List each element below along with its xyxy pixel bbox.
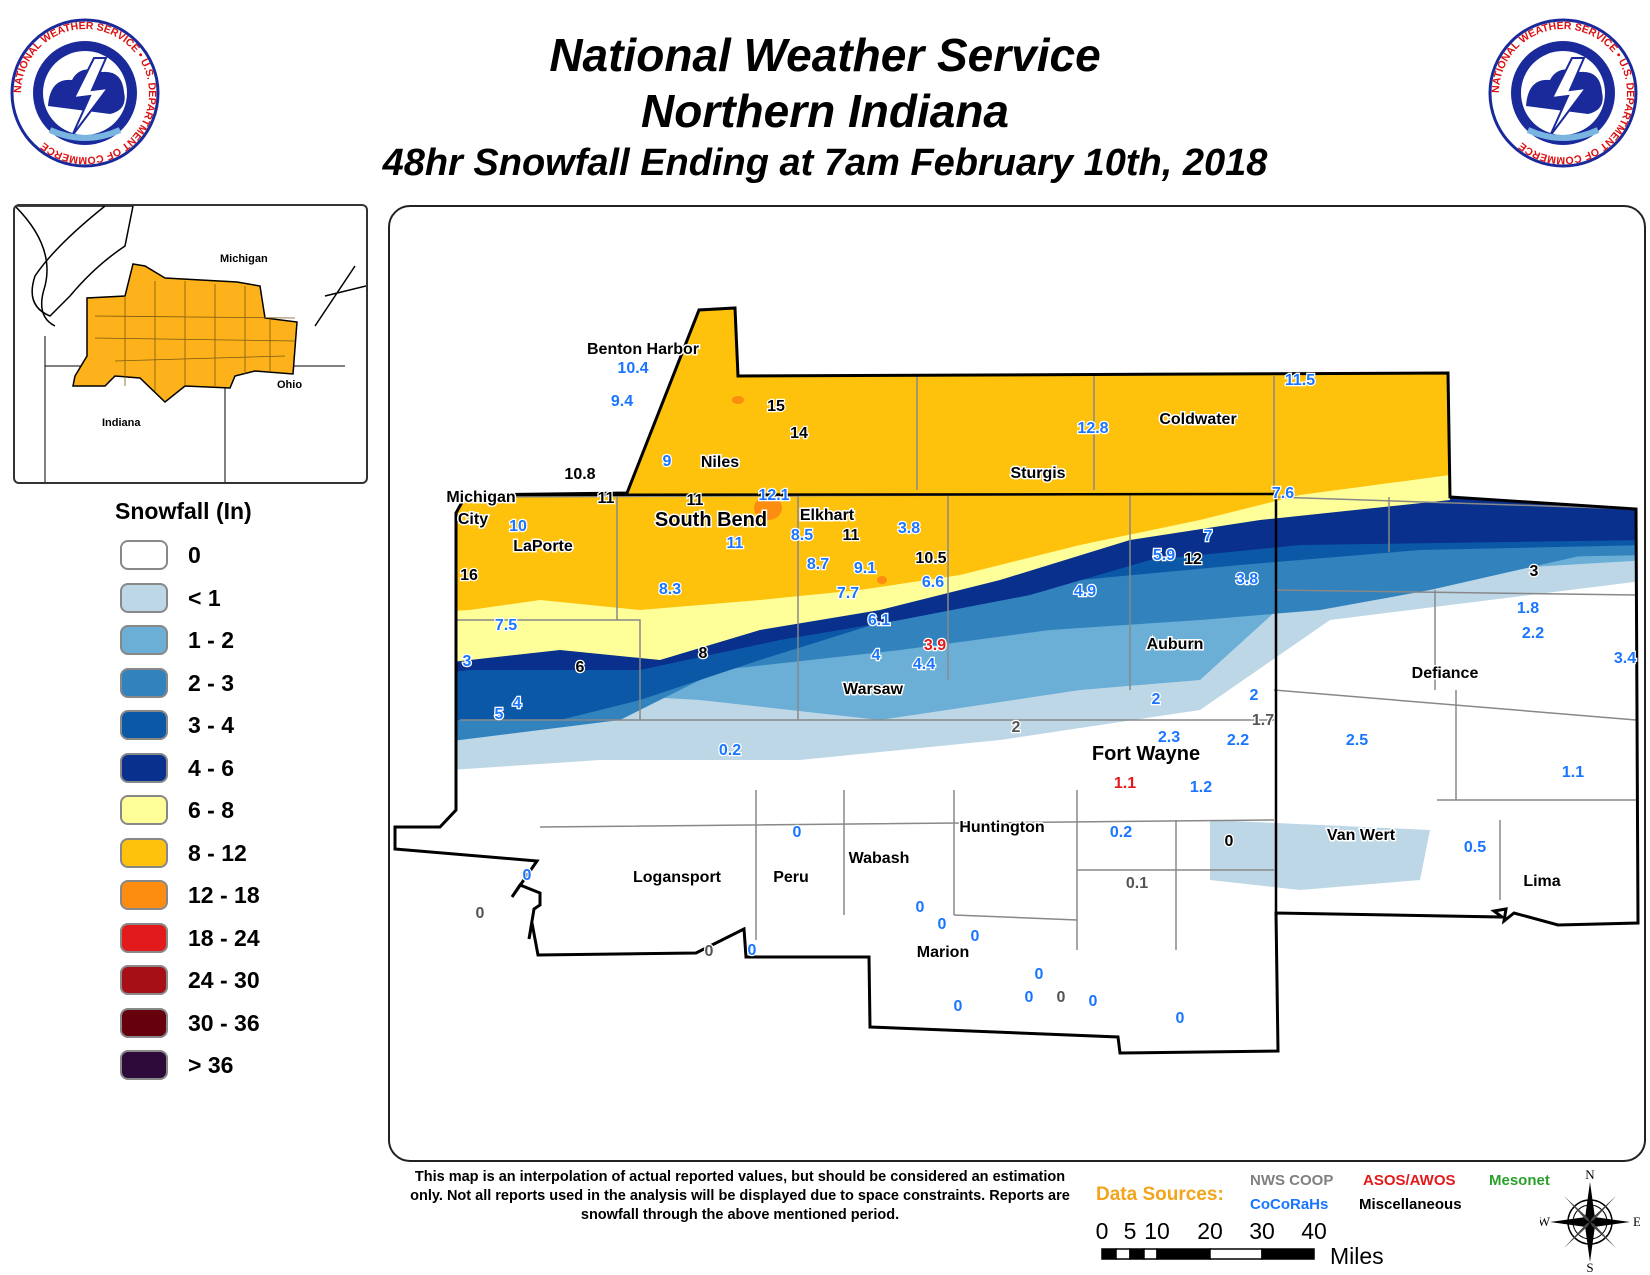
scale-tick-label: 5	[1124, 1218, 1137, 1244]
legend-label: 12 - 18	[188, 882, 260, 908]
nws-logo-left: NATIONAL WEATHER SERVICE • U.S. DEPARTME…	[10, 18, 160, 168]
inset-label-ohio: Ohio	[277, 379, 302, 391]
legend-title: Snowfall (In)	[115, 498, 252, 524]
legend-swatch	[120, 880, 168, 910]
legend-label: > 36	[188, 1052, 234, 1078]
scale-tick-label: 30	[1249, 1218, 1275, 1244]
scale-segment	[1156, 1248, 1211, 1260]
legend-swatch	[120, 837, 168, 868]
legend-swatch	[120, 625, 168, 655]
legend-swatch	[120, 1007, 168, 1038]
source-asos-awos: ASOS/AWOS	[1363, 1172, 1456, 1189]
legend-label: 24 - 30	[188, 967, 260, 993]
scale-segment	[1101, 1248, 1117, 1260]
legend-swatch	[120, 667, 168, 698]
legend-label: 18 - 24	[188, 924, 260, 951]
title-line-2: Northern Indiana	[640, 85, 1010, 137]
scale-tick-label: 20	[1197, 1218, 1223, 1244]
scale-tick-label: 10	[1144, 1218, 1170, 1244]
scale-tick-label: 0	[1096, 1218, 1109, 1244]
scale-segment	[1209, 1248, 1263, 1260]
source-nws-coop: NWS COOP	[1250, 1172, 1334, 1189]
legend-label: 1 - 2	[188, 627, 235, 653]
snowfall-map-frame	[388, 205, 1646, 1162]
locator-inset-map: Michigan Ohio Indiana	[13, 204, 368, 484]
legend-swatch	[120, 965, 168, 995]
nws-logo-right: NATIONAL WEATHER SERVICE • U.S. DEPARTME…	[1488, 18, 1638, 168]
scale-segment	[1115, 1248, 1131, 1260]
scale-segment	[1261, 1248, 1315, 1260]
title-line-1: National Weather Service	[549, 29, 1101, 81]
inset-label-indiana: Indiana	[102, 417, 141, 429]
compass-rose: N S E W	[1540, 1168, 1640, 1273]
scale-segment	[1129, 1248, 1145, 1260]
inset-label-michigan: Michigan	[220, 253, 268, 265]
scale-tick-label: 40	[1301, 1218, 1327, 1244]
legend-label: 2 - 3	[188, 669, 235, 696]
legend-swatch	[120, 922, 168, 953]
source-miscellaneous: Miscellaneous	[1359, 1196, 1462, 1213]
scale-unit-label: Miles	[1330, 1243, 1384, 1269]
legend-label: 8 - 12	[188, 839, 247, 866]
source-mesonet: Mesonet	[1489, 1172, 1550, 1189]
legend-label: 4 - 6	[188, 754, 235, 781]
scale-bar: 0 5 10 20 30 40 Miles	[1096, 1218, 1384, 1269]
compass-s: S	[1586, 1260, 1593, 1273]
title-line-3: 48hr Snowfall Ending at 7am February 10t…	[382, 142, 1268, 184]
legend-swatch	[120, 1050, 168, 1080]
scale-segment	[1143, 1248, 1158, 1260]
data-sources-label: Data Sources:	[1096, 1184, 1224, 1205]
legend-label: < 1	[188, 584, 221, 611]
legend-label: 3 - 4	[188, 712, 235, 738]
legend-swatch	[120, 582, 168, 613]
compass-w: W	[1540, 1214, 1551, 1229]
source-cocorahs: CoCoRaHs	[1250, 1196, 1329, 1213]
legend-swatch	[120, 752, 168, 783]
legend-label: 0	[188, 542, 201, 568]
legend-swatch	[120, 795, 168, 825]
compass-n: N	[1585, 1168, 1595, 1182]
legend-label: 30 - 36	[188, 1009, 260, 1036]
compass-e: E	[1633, 1214, 1640, 1229]
disclaimer-text: This map is an interpolation of actual r…	[410, 1169, 1070, 1223]
legend-label: 6 - 8	[188, 797, 235, 823]
legend-swatch	[120, 710, 168, 740]
inset-svg: Michigan Ohio Indiana	[15, 206, 366, 482]
legend-swatch	[120, 540, 168, 570]
